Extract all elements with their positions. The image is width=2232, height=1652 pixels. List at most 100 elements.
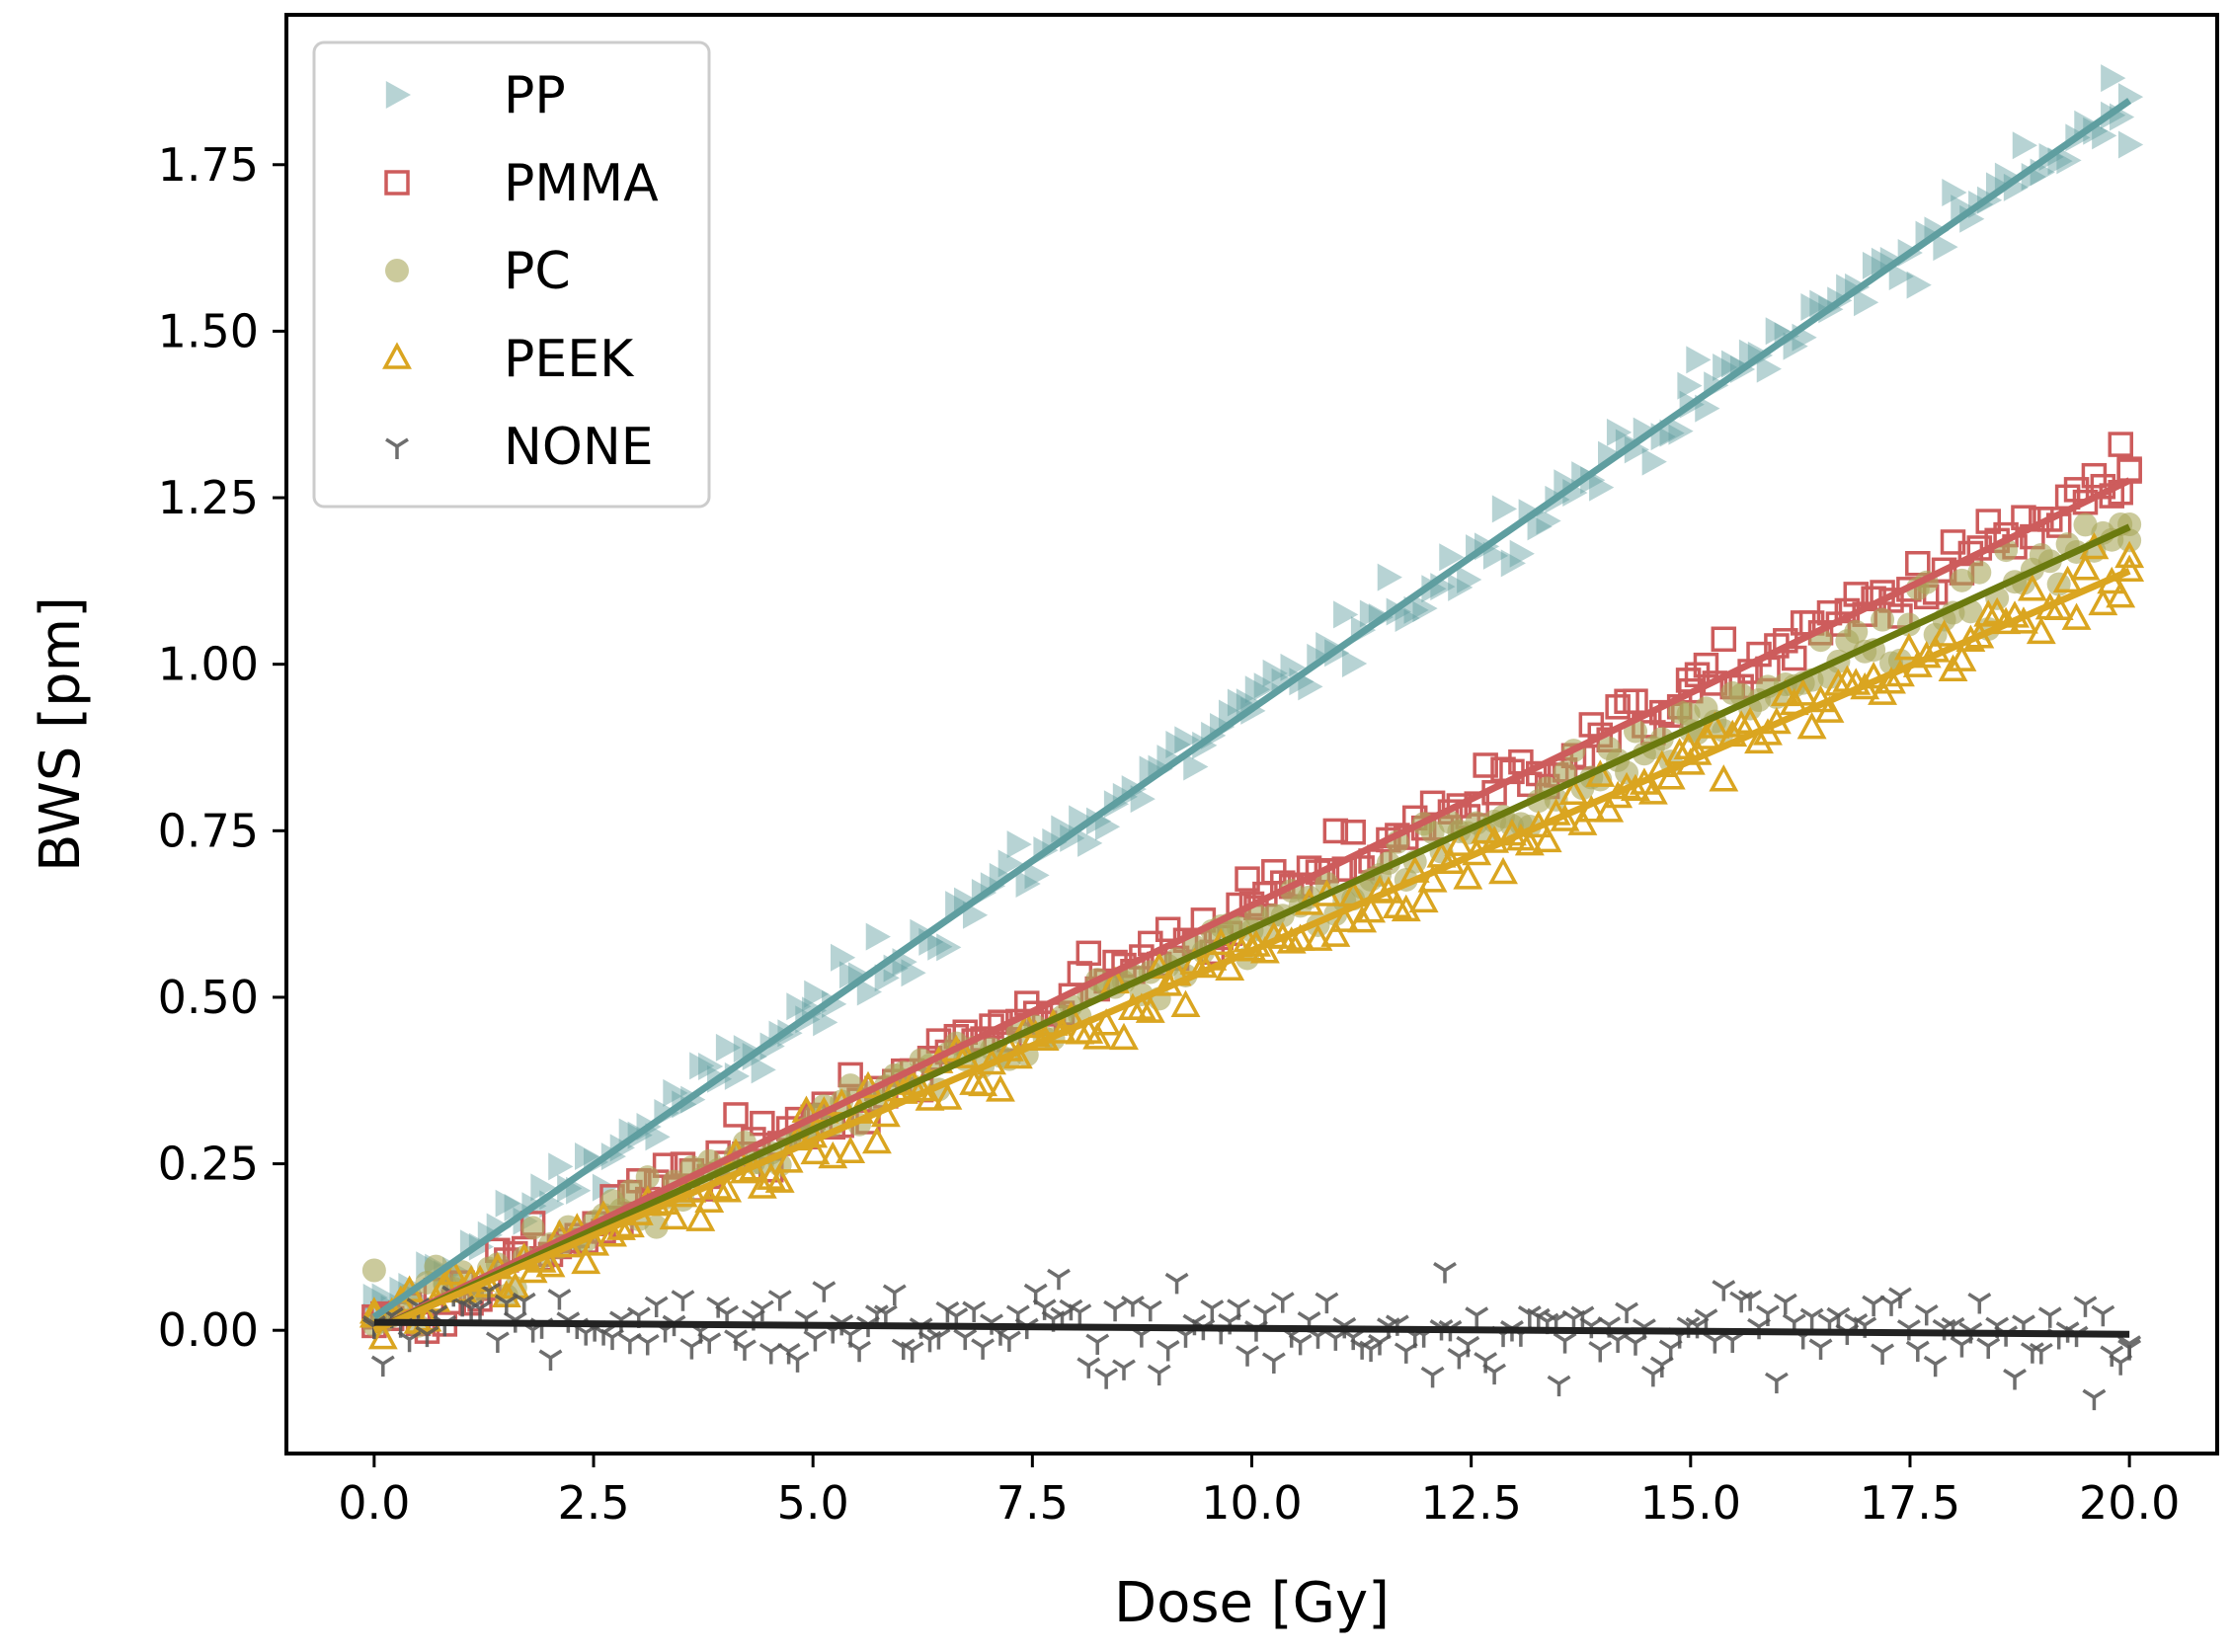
data-point-peek bbox=[1091, 1008, 1122, 1036]
legend-item-peek: PEEK bbox=[382, 330, 635, 389]
x-tick-label: 10.0 bbox=[1201, 1476, 1302, 1530]
data-point-peek bbox=[1488, 856, 1518, 885]
data-point-none bbox=[2037, 1306, 2062, 1328]
data-point-none bbox=[1887, 1287, 1912, 1308]
data-point-pp bbox=[1298, 672, 1323, 701]
data-point-pp bbox=[1554, 469, 1579, 498]
data-point-pp bbox=[751, 1056, 776, 1084]
data-point-none bbox=[1905, 1340, 1930, 1363]
data-point-none bbox=[538, 1349, 563, 1372]
data-point-none bbox=[1547, 1375, 1571, 1397]
data-point-pc bbox=[1967, 560, 1992, 585]
data-point-peek bbox=[2070, 553, 2101, 581]
data-point-pmma bbox=[1975, 509, 2001, 534]
data-point-peek bbox=[1109, 1022, 1139, 1051]
data-point-none bbox=[962, 1300, 987, 1323]
y-tick-label: 0.00 bbox=[158, 1303, 259, 1357]
data-point-peek bbox=[1814, 695, 1845, 723]
data-point-pp bbox=[1933, 233, 1958, 262]
fit-line-pc bbox=[372, 523, 2131, 1334]
legend-box bbox=[312, 40, 711, 509]
data-point-peek bbox=[438, 1257, 469, 1286]
data-point-pc bbox=[635, 1165, 660, 1190]
legend-item-pmma: PMMA bbox=[384, 154, 659, 213]
data-point-peek bbox=[1444, 828, 1475, 856]
data-point-none bbox=[671, 1290, 695, 1311]
x-axis-ticks: 0.0 2.5 5.0 7.5 10.0 12.5 15.0 17.5 20.0 bbox=[338, 1454, 2180, 1530]
y-axis-ticks: 0.00 0.25 0.50 0.75 1.00 1.25 1.50 1.75 bbox=[158, 138, 286, 1357]
data-point-none bbox=[1588, 1341, 1613, 1363]
data-point-peek bbox=[836, 1136, 866, 1164]
data-point-pp bbox=[689, 1052, 715, 1080]
fit-line-peek bbox=[372, 568, 2131, 1334]
data-point-pc bbox=[520, 1216, 545, 1240]
data-point-none bbox=[767, 1290, 792, 1311]
y-tick-label: 1.25 bbox=[158, 471, 259, 524]
data-point-pp bbox=[1765, 317, 1791, 346]
data-point-pp bbox=[1641, 447, 1667, 476]
data-point-peek bbox=[773, 1145, 804, 1173]
data-point-pp bbox=[1165, 730, 1191, 758]
data-point-peek bbox=[367, 1321, 398, 1350]
data-point-pp bbox=[1051, 815, 1076, 843]
x-axis-label: Dose [Gy] bbox=[1114, 1571, 1390, 1635]
data-point-pmma bbox=[1693, 652, 1719, 678]
data-point-peek bbox=[1303, 923, 1333, 951]
data-point-pp bbox=[1686, 346, 1712, 374]
data-point-pp bbox=[759, 1032, 785, 1061]
data-point-none bbox=[1764, 1372, 1789, 1394]
data-point-pp bbox=[1333, 600, 1359, 629]
data-point-pp bbox=[663, 1078, 688, 1107]
legend-label-pp: PP bbox=[504, 66, 566, 125]
data-point-pp bbox=[1412, 594, 1438, 623]
data-point-pc bbox=[1871, 607, 1895, 632]
data-point-pp bbox=[1659, 419, 1685, 447]
data-point-pp bbox=[1756, 354, 1782, 383]
x-tick-label: 2.5 bbox=[557, 1476, 629, 1530]
data-point-peek bbox=[1744, 726, 1774, 754]
data-point-pp bbox=[1738, 339, 1765, 367]
data-point-peek bbox=[1947, 644, 1977, 671]
data-point-pmma bbox=[723, 1102, 749, 1128]
data-point-pmma bbox=[1340, 819, 1366, 845]
data-point-pc bbox=[1553, 760, 1577, 785]
data-point-pp bbox=[1342, 650, 1368, 678]
data-point-peek bbox=[1637, 777, 1668, 805]
data-point-peek bbox=[2114, 540, 2145, 569]
data-point-none bbox=[1967, 1293, 1992, 1314]
data-point-none bbox=[1773, 1293, 1797, 1315]
data-point-pp bbox=[1139, 755, 1164, 784]
y-tick-label: 1.00 bbox=[158, 638, 259, 691]
data-point-none bbox=[1236, 1345, 1259, 1367]
data-point-peek bbox=[1408, 885, 1439, 913]
data-point-pmma bbox=[1905, 550, 1931, 577]
y-tick-label: 1.50 bbox=[158, 304, 259, 357]
data-point-pp bbox=[1836, 274, 1862, 302]
data-point-peek bbox=[571, 1246, 601, 1275]
data-point-peek bbox=[1700, 711, 1730, 739]
data-point-none bbox=[1976, 1337, 2001, 1359]
data-point-none bbox=[1482, 1363, 1507, 1385]
data-point-none bbox=[900, 1341, 924, 1363]
data-point-none bbox=[971, 1338, 996, 1360]
data-point-pp bbox=[1888, 262, 1914, 290]
data-point-pp bbox=[1183, 752, 1209, 781]
data-point-peek bbox=[915, 1083, 945, 1111]
data-point-pp bbox=[548, 1152, 574, 1181]
data-point-pp bbox=[2083, 117, 2109, 145]
data-point-pp bbox=[1862, 251, 1888, 279]
data-point-none bbox=[415, 1325, 439, 1348]
data-point-peek bbox=[2106, 581, 2136, 608]
data-point-pp bbox=[822, 989, 847, 1018]
data-point-pp bbox=[1218, 699, 1244, 728]
data-point-pp bbox=[1060, 824, 1085, 852]
data-point-pp bbox=[838, 961, 865, 989]
fit-line-none bbox=[373, 1318, 2130, 1338]
data-point-none bbox=[1156, 1340, 1180, 1362]
data-point-none bbox=[2029, 1342, 2053, 1365]
data-point-pp bbox=[1871, 247, 1897, 275]
data-point-pp bbox=[1809, 289, 1835, 318]
data-point-none bbox=[2020, 1342, 2044, 1364]
data-point-none bbox=[1252, 1304, 1277, 1326]
data-point-none bbox=[1420, 1366, 1445, 1388]
